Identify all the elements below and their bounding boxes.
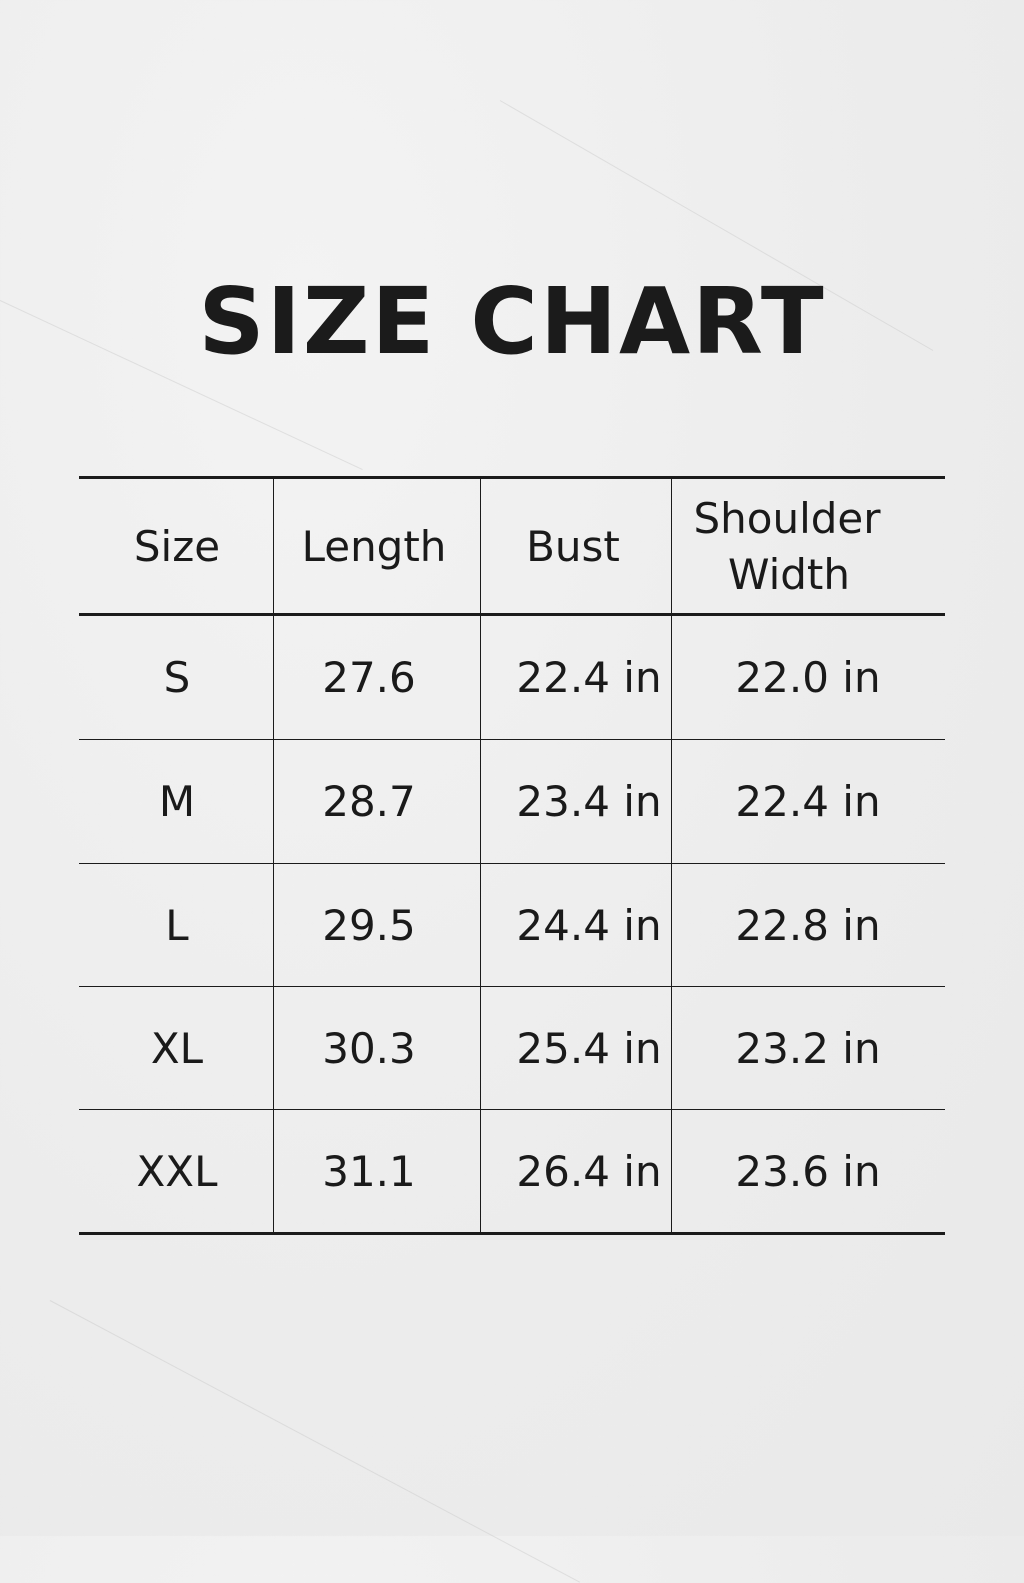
row-divider <box>79 986 945 987</box>
page-title: SIZE CHART <box>198 268 826 375</box>
table-cell: XXL <box>136 1147 218 1196</box>
table-cell: 26.4 in <box>516 1147 662 1196</box>
table-cell: L <box>165 901 189 950</box>
header-length: Length <box>301 522 447 571</box>
row-divider <box>79 863 945 864</box>
table-cell: 23.6 in <box>735 1147 881 1196</box>
table-cell: 22.4 in <box>735 777 881 826</box>
table-cell: 30.3 <box>322 1024 416 1073</box>
column-divider <box>671 476 672 1234</box>
marble-vein <box>49 1300 581 1583</box>
header-bust: Bust <box>526 522 620 571</box>
column-divider <box>480 476 481 1234</box>
column-divider <box>273 476 274 1234</box>
table-top-border <box>79 476 945 479</box>
table-bottom-border <box>79 1232 945 1235</box>
table-cell: 28.7 <box>322 777 416 826</box>
table-cell: 22.4 in <box>516 653 662 702</box>
header-size: Size <box>133 522 221 571</box>
size-table: Size Length Bust Shoulder Width S 27.6 22.… <box>79 476 945 1235</box>
row-divider <box>79 1109 945 1110</box>
table-cell: M <box>158 777 196 826</box>
table-cell: 29.5 <box>322 901 416 950</box>
header-shoulder: Shoulder <box>693 494 881 543</box>
row-divider <box>79 739 945 740</box>
table-cell: 25.4 in <box>516 1024 662 1073</box>
table-cell: S <box>163 653 191 702</box>
table-cell: 31.1 <box>322 1147 416 1196</box>
table-cell: 22.0 in <box>735 653 881 702</box>
table-cell: 22.8 in <box>735 901 881 950</box>
header-divider <box>79 613 945 616</box>
table-cell: 23.4 in <box>516 777 662 826</box>
table-cell: 23.2 in <box>735 1024 881 1073</box>
header-width: Width <box>727 550 851 599</box>
table-cell: 27.6 <box>322 653 416 702</box>
table-cell: XL <box>150 1024 204 1073</box>
table-cell: 24.4 in <box>516 901 662 950</box>
